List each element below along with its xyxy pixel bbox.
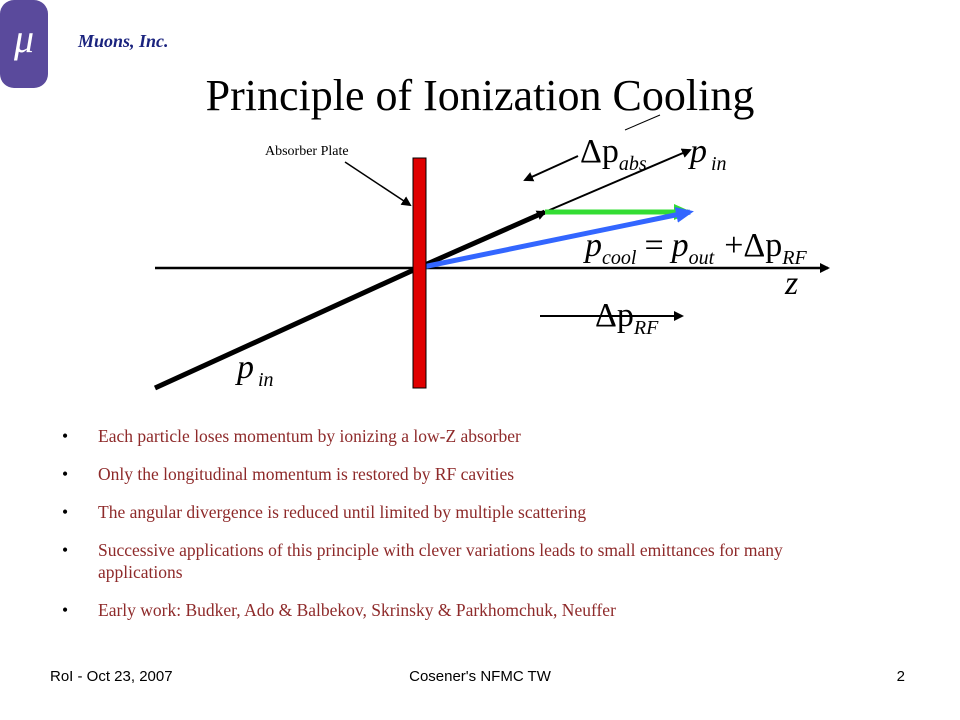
symbol: Δp — [580, 133, 619, 170]
symbol: p — [583, 227, 602, 264]
symbol: Δp — [743, 227, 782, 264]
dp-abs-arrow — [523, 155, 579, 182]
bullet: Each particle loses momentum by ionizing… — [62, 425, 842, 447]
footer-center: Cosener's NFMC TW — [409, 668, 552, 685]
absorber-pointer — [344, 161, 412, 207]
p-in-top-label: p in — [688, 133, 727, 175]
subscript: in — [258, 369, 274, 391]
title: Principle of Ionization Cooling — [206, 71, 755, 120]
p-in-bottom-label: p in — [235, 349, 274, 391]
dp-rf-label: ΔpRF — [595, 297, 659, 339]
absorber-plate — [412, 157, 427, 389]
p-cool-arrow — [417, 206, 694, 271]
subscript: abs — [619, 153, 647, 175]
incoming-track — [153, 265, 420, 391]
bullet: The angular divergence is reduced until … — [62, 501, 842, 523]
symbol: p — [670, 227, 689, 264]
dp-abs-tick — [624, 114, 661, 131]
logo: μ — [13, 16, 34, 61]
footer-left: RoI - Oct 23, 2007 — [50, 668, 173, 685]
symbol: p — [688, 133, 707, 170]
symbol: p — [235, 349, 254, 386]
absorber-label: Absorber Plate — [265, 144, 349, 159]
equals: = — [644, 227, 663, 264]
bullet-list: Each particle loses momentum by ionizing… — [62, 425, 842, 637]
bullet: Only the longitudinal momentum is restor… — [62, 463, 842, 485]
subscript: out — [689, 247, 715, 269]
company: Muons, Inc. — [77, 31, 169, 51]
plus: + — [724, 227, 743, 264]
subscript: cool — [602, 247, 637, 269]
subscript: RF — [633, 317, 659, 339]
logo-badge — [0, 0, 48, 88]
subscript: in — [711, 153, 727, 175]
dp-abs-label: Δpabs — [580, 133, 647, 175]
bullet: Successive applications of this principl… — [62, 539, 842, 583]
outgoing-track — [416, 209, 547, 271]
symbol: Δp — [595, 297, 634, 334]
bullet: Early work: Budker, Ado & Balbekov, Skri… — [62, 599, 842, 621]
z-label: z — [784, 265, 798, 302]
p-in-continuation — [544, 148, 692, 213]
subscript: RF — [781, 247, 807, 269]
page-number: 2 — [897, 668, 905, 685]
equation: pcool = pout +ΔpRF — [583, 227, 807, 269]
